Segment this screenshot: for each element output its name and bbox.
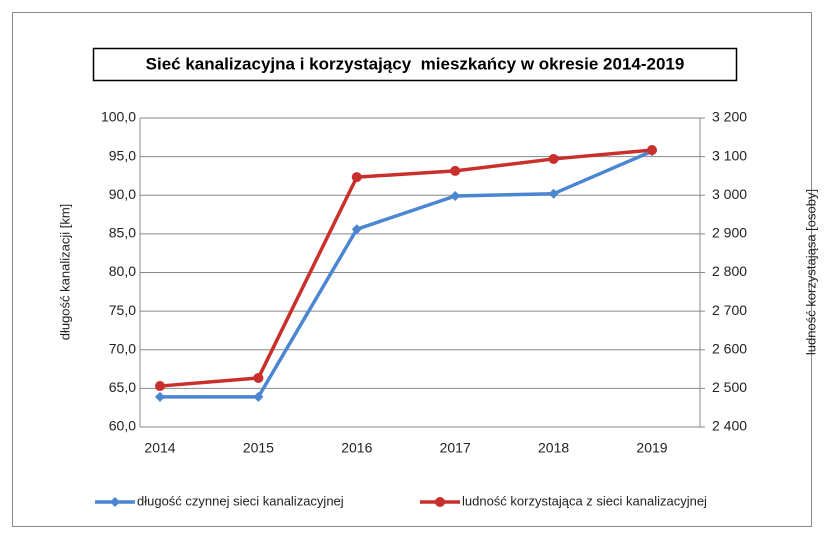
y2-tick-label: 2 800: [712, 263, 747, 279]
series-line: [160, 149, 653, 399]
y-tick-label: 95,0: [109, 147, 136, 163]
legend-text: ludność korzystająca z sieci kanalizacyj…: [462, 493, 707, 508]
marker: [253, 391, 264, 402]
y-tick-label: 100,0: [101, 109, 136, 125]
y2-tick-label: 2 500: [712, 379, 747, 395]
chart-title: Sieć kanalizacyjna i korzystający mieszk…: [146, 54, 685, 73]
marker: [253, 372, 264, 383]
y-tick-label: 70,0: [109, 340, 136, 356]
series-line: [159, 148, 653, 388]
y2-tick-label: 3 200: [712, 109, 747, 125]
marker: [155, 381, 165, 392]
x-tick-label: 2018: [538, 440, 569, 456]
y-tick-label: 85,0: [109, 225, 136, 241]
x-tick-label: 2015: [243, 440, 274, 456]
y2-tick-label: 3 100: [712, 147, 747, 163]
marker: [450, 165, 461, 176]
marker: [548, 153, 559, 164]
y-tick-label: 60,0: [109, 418, 136, 434]
y-tick-label: 75,0: [109, 302, 136, 318]
x-tick-label: 2014: [144, 440, 175, 456]
y2-tick-label: 2 900: [712, 225, 747, 241]
y-tick-label: 65,0: [109, 379, 136, 395]
legend-text: długość czynnej sieci kanalizacyjnej: [137, 493, 344, 508]
legend-marker: [110, 497, 120, 507]
marker: [351, 224, 362, 235]
y2-tick-label: 2 700: [712, 302, 747, 318]
x-tick-label: 2019: [636, 440, 667, 456]
y-axis-title: długość kanalizacji [km]: [57, 204, 72, 341]
y-tick-label: 80,0: [109, 263, 136, 279]
legend-marker: [435, 497, 445, 507]
y2-tick-label: 2 400: [712, 418, 747, 434]
x-tick-label: 2017: [440, 440, 471, 456]
marker: [647, 145, 657, 156]
title-box: [92, 47, 738, 82]
marker: [450, 191, 461, 202]
y2-tick-label: 3 000: [712, 186, 747, 202]
y-tick-label: 90,0: [109, 186, 136, 202]
x-tick-label: 2016: [341, 440, 372, 456]
marker: [548, 188, 559, 199]
y2-axis-title: ludność korzystająsa [osoby]: [803, 189, 818, 355]
marker: [155, 391, 165, 402]
y2-tick-label: 2 600: [712, 340, 747, 356]
marker: [351, 172, 362, 183]
chart-border: [12, 12, 812, 527]
